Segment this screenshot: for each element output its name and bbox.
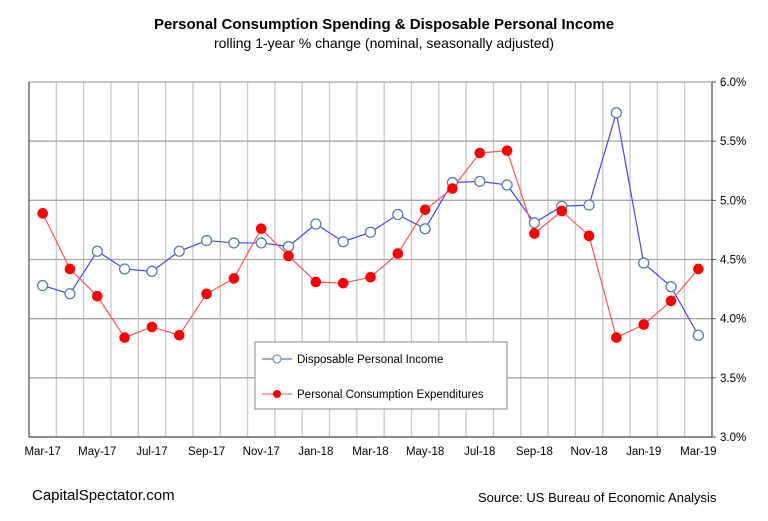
legend-marker-pce xyxy=(273,390,281,398)
series-line-pce xyxy=(42,149,699,339)
pce-point xyxy=(337,277,349,289)
x-tick-label: Nov-17 xyxy=(243,446,280,458)
x-tick-label: May-17 xyxy=(78,446,116,458)
pce-point xyxy=(146,321,158,333)
pce-point xyxy=(201,288,212,300)
legend-box xyxy=(254,341,508,410)
x-tick-label: Sep-18 xyxy=(516,446,553,458)
dpi-point xyxy=(665,281,677,293)
x-tick-label: Mar-17 xyxy=(24,446,60,458)
dpi-point xyxy=(310,218,322,230)
dpi-point xyxy=(255,237,267,249)
pce-point xyxy=(365,271,376,283)
pce-point xyxy=(474,147,486,159)
dpi-point xyxy=(118,263,131,275)
dpi-point xyxy=(364,226,377,238)
pce-point xyxy=(283,250,294,262)
pce-point xyxy=(228,273,240,284)
pce-point xyxy=(583,230,595,242)
source-label: Source: US Bureau of Economic Analysis xyxy=(478,490,717,505)
x-tick-label: Nov-18 xyxy=(571,446,608,458)
x-tick-label: Mar-18 xyxy=(352,446,388,458)
pce-point xyxy=(310,276,322,288)
pce-point xyxy=(37,208,48,219)
chart-subtitle: rolling 1-year % change (nominal, season… xyxy=(213,35,555,51)
dpi-point xyxy=(528,217,541,229)
y-tick-label: 3.0% xyxy=(720,432,746,444)
pce-point xyxy=(447,183,458,194)
pce-point xyxy=(501,145,513,156)
legend-label-dpi: Disposable Personal Income xyxy=(297,354,443,366)
y-tick-label: 4.5% xyxy=(720,255,746,267)
dpi-point xyxy=(37,279,49,292)
dpi-point xyxy=(692,329,704,341)
dpi-point xyxy=(583,199,595,211)
dpi-point xyxy=(146,265,158,277)
pce-point xyxy=(173,329,185,341)
x-tick-label: Sep-17 xyxy=(188,446,225,458)
x-tick-label: Mar-19 xyxy=(680,446,716,458)
brand-label: CapitalSpectator.com xyxy=(32,487,175,504)
dpi-point xyxy=(91,245,103,257)
x-tick-label: Jan-18 xyxy=(298,446,333,458)
dpi-point xyxy=(419,223,431,235)
pce-point xyxy=(665,295,677,307)
pce-point xyxy=(611,332,622,343)
series-line-dpi xyxy=(42,112,699,336)
dpi-point xyxy=(228,237,240,249)
y-tick-label: 5.0% xyxy=(720,195,746,207)
chart-title: Personal Consumption Spending & Disposab… xyxy=(153,16,615,33)
x-tick-label: Jul-18 xyxy=(464,446,495,458)
dpi-point xyxy=(282,240,295,253)
pce-point xyxy=(693,263,704,275)
x-tick-label: Jan-19 xyxy=(626,446,661,458)
pce-point xyxy=(92,290,103,302)
pce-point xyxy=(119,332,130,343)
pce-point xyxy=(392,248,404,259)
dpi-point xyxy=(64,288,76,300)
pce-point xyxy=(255,223,267,235)
dpi-point xyxy=(337,236,349,248)
pce-point xyxy=(64,263,76,275)
y-tick-label: 3.5% xyxy=(720,373,746,385)
dpi-point xyxy=(392,208,404,221)
dpi-point xyxy=(638,257,650,269)
y-tick-label: 4.0% xyxy=(720,314,746,326)
y-tick-label: 6.0% xyxy=(720,77,746,89)
dpi-point xyxy=(474,175,486,188)
pce-point xyxy=(419,204,431,216)
y-tick-label: 5.5% xyxy=(720,136,746,148)
pce-point xyxy=(638,319,649,330)
dpi-point xyxy=(173,245,185,257)
legend-marker-dpi xyxy=(272,354,282,364)
dpi-point xyxy=(501,179,513,191)
pce-point xyxy=(556,205,568,217)
legend-label-pce: Personal Consumption Expenditures xyxy=(297,389,484,401)
x-tick-label: May-18 xyxy=(406,446,444,458)
dpi-point xyxy=(610,107,623,119)
pce-point xyxy=(529,228,540,239)
dpi-point xyxy=(200,234,213,247)
x-tick-label: Jul-17 xyxy=(136,446,167,458)
